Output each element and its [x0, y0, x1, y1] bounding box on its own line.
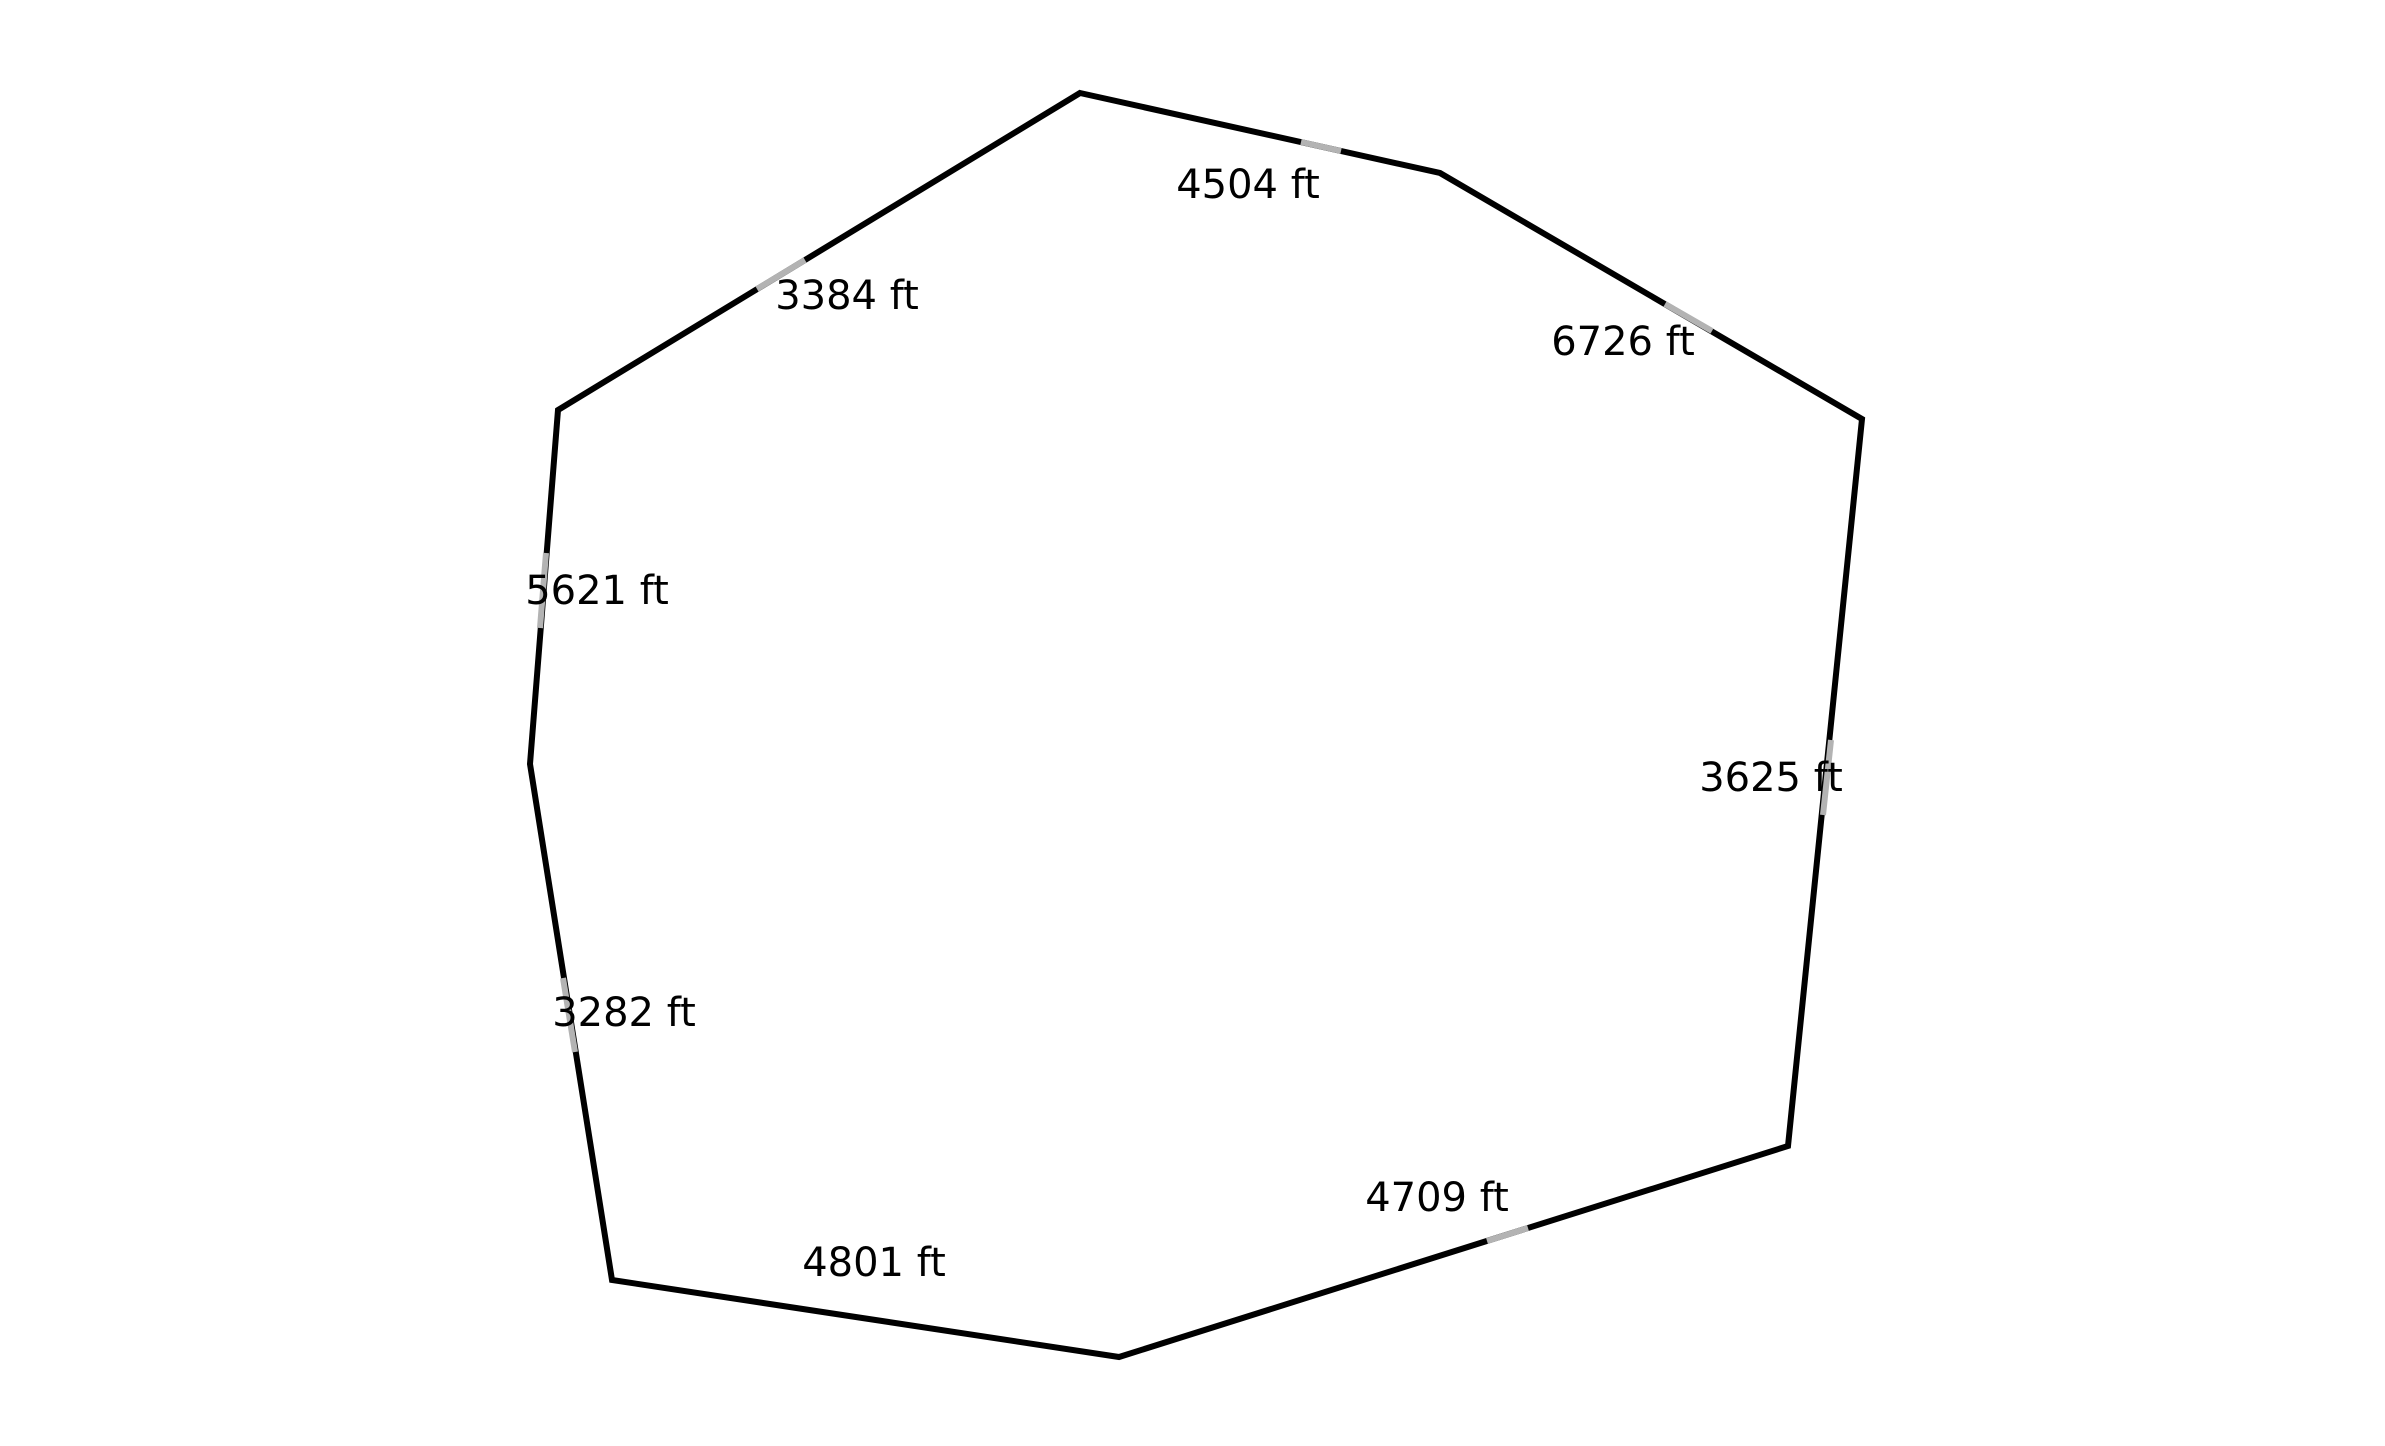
gap-segment-edge-7: [537, 552, 549, 629]
edge-label-6: 3282 ft: [552, 990, 696, 1036]
polygon-outline: [526, 89, 1866, 1361]
edge-label-2: 6726 ft: [1551, 319, 1695, 365]
gap-segment-edge-6: [560, 977, 578, 1053]
gap-segment-edge-2: [1663, 301, 1714, 334]
gap-segment-edge-1: [1300, 139, 1342, 154]
edge-label-8: 3384 ft: [775, 273, 919, 319]
edge-label-1: 4504 ft: [1176, 162, 1320, 208]
edge-label-4: 4709 ft: [1365, 1175, 1509, 1221]
edge-label-5: 4801 ft: [802, 1240, 946, 1286]
gap-segment-edge-4: [1486, 1225, 1529, 1244]
gap-segment-edge-3: [1820, 739, 1834, 816]
edge-label-3: 3625 ft: [1699, 755, 1843, 801]
label-gap-segments: [537, 139, 1834, 1244]
edge-label-7: 5621 ft: [525, 568, 669, 614]
gap-segment-edge-8: [755, 257, 807, 292]
edge-labels: 4504 ft 6726 ft 3625 ft 4709 ft 4801 ft …: [525, 162, 1843, 1286]
